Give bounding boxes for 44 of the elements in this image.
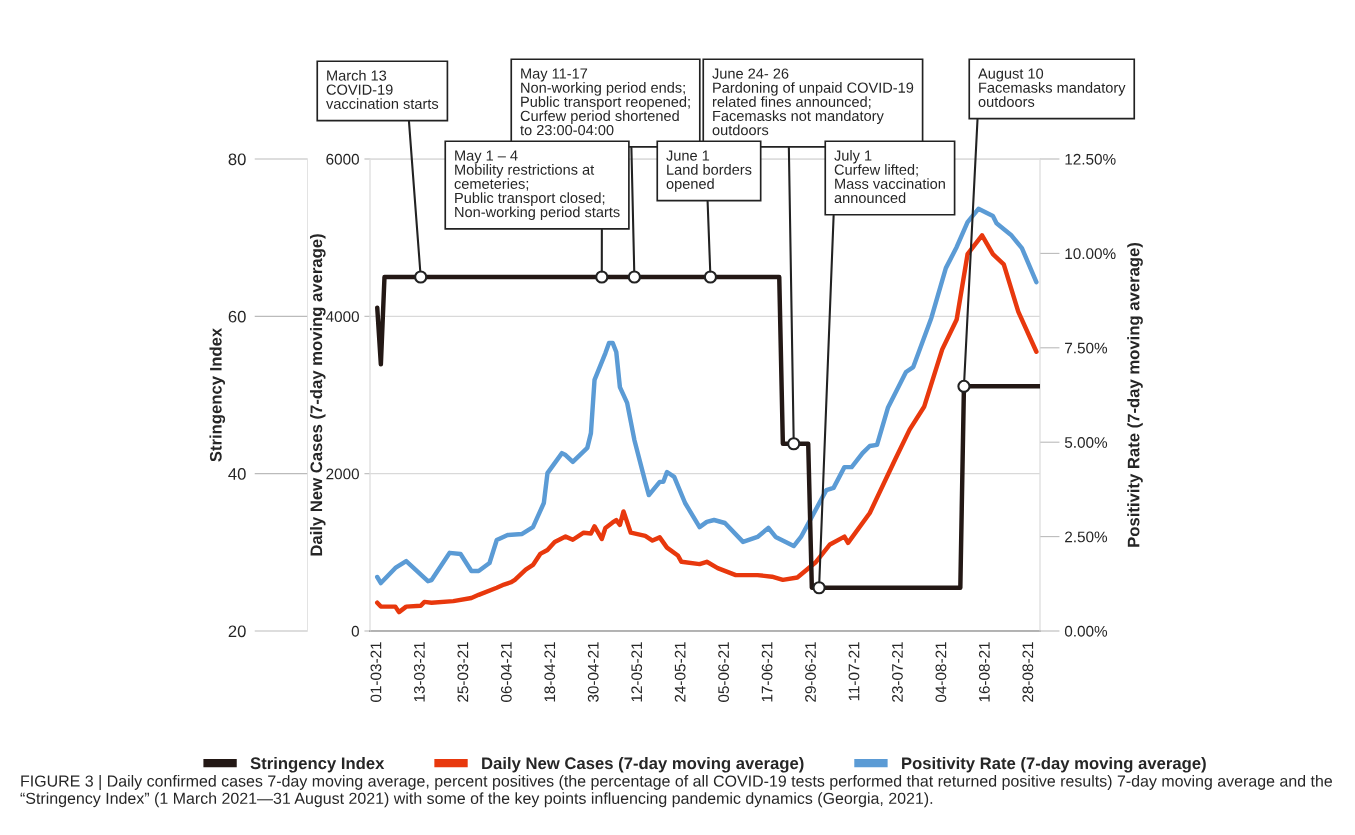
y-tick-label: 20 <box>228 625 246 638</box>
y3-tick-label: 12.50% <box>1065 153 1116 165</box>
y3-tick-label: 0.00% <box>1064 625 1108 637</box>
y2-tick-label: 6000 <box>326 153 359 165</box>
x-tick-label: 05-06-21 <box>718 642 730 702</box>
x-tick-label: 28-08-21 <box>1022 642 1034 702</box>
y3-tick-label: 5.00% <box>1064 437 1108 448</box>
y2-tick-label: 2000 <box>326 468 359 480</box>
annotation: August 10 Facemasks mandatory outdoors <box>978 68 1126 107</box>
y3-axis-title: Positivity Rate (7-day moving average) <box>1127 242 1143 547</box>
y2-tick-label: 0 <box>351 625 359 637</box>
y-tick-label: 40 <box>228 468 246 480</box>
x-tick-label: 18-04-21 <box>544 642 556 702</box>
x-tick-label: 30-04-21 <box>587 642 599 702</box>
legend-label: Positivity Rate (7-day moving average) <box>902 756 1206 773</box>
x-tick-label: 29-06-21 <box>805 642 816 702</box>
legend-label: Stringency Index <box>250 756 385 773</box>
y3-tick-label: 2.50% <box>1065 531 1108 543</box>
x-tick-label: 17-06-21 <box>761 642 773 702</box>
x-tick-label: 24-05-21 <box>674 642 686 702</box>
annotation: June 1 Land borders opened <box>666 150 752 192</box>
x-tick-label: 11-07-21 <box>848 642 860 701</box>
x-tick-label: 12-05-21 <box>631 642 643 702</box>
y3-tick-label: 7.50% <box>1065 342 1108 354</box>
caption: FIGURE 3 | Daily confirmed cases 7-day moving average, percent positives (the percentage of all COVID-19 tests performed that returned positive results) 7-day moving average and the “Stringency Index” (1 March 2021—31 August 2021) with some of the key points influencing pandemic dynamics (Georgia, 2021). <box>20 775 1333 808</box>
annotation: May 1 – 4 Mobility restrictions at cemeteries; Public transport closed; Non-working period starts <box>454 150 620 221</box>
y3-tick-label: 10.00% <box>1065 248 1116 260</box>
y-tick-label: 60 <box>228 310 246 323</box>
x-tick-label: 06-04-21 <box>500 642 512 702</box>
x-tick-label: 23-07-21 <box>892 642 903 702</box>
x-tick-label: 01-03-21 <box>370 642 382 702</box>
y-axis-title: Stringency Index <box>209 327 226 462</box>
x-tick-label: 25-03-21 <box>457 642 469 702</box>
annotation: June 24- 26 Pardoning of unpaid COVID-19 related fines announced; Facemasks not mandatory outdoors <box>712 68 914 136</box>
y-tick-label: 80 <box>228 153 246 166</box>
annotation: May 11-17 Non-working period ends; Public transport reopened; Curfew period shortened to 23:00-04:00 <box>520 68 690 136</box>
x-tick-label: 04-08-21 <box>935 642 947 702</box>
annotation: July 1 Curfew lifted; Mass vaccination announced <box>834 150 945 204</box>
legend-label: Daily New Cases (7-day moving average) <box>482 756 804 773</box>
x-tick-label: 13-03-21 <box>413 642 425 702</box>
x-tick-label: 16-08-21 <box>978 642 990 702</box>
y2-tick-label: 4000 <box>325 311 359 323</box>
annotation: March 13 COVID-19 vaccination starts <box>326 70 439 109</box>
y2-axis-title: Daily New Cases (7-day moving average) <box>309 234 326 556</box>
